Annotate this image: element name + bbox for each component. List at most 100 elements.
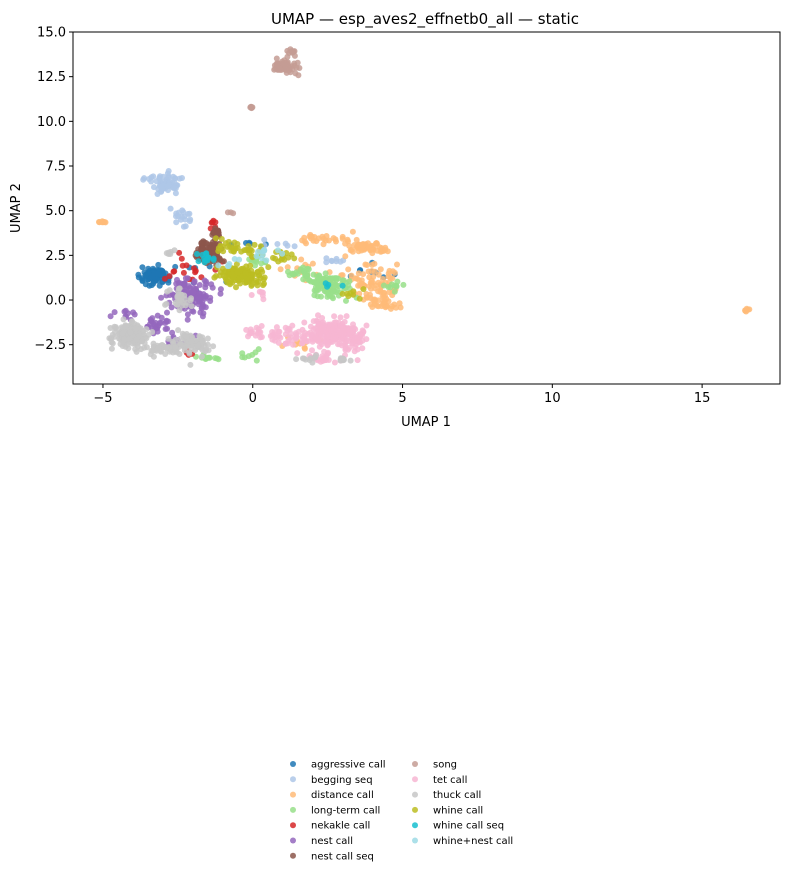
scatter-point xyxy=(148,347,155,354)
scatter-point xyxy=(355,270,362,277)
scatter-point xyxy=(389,275,396,282)
y-tick-label: 2.5 xyxy=(45,249,66,264)
scatter-point xyxy=(338,336,345,343)
scatter-point xyxy=(194,342,201,349)
scatter-point xyxy=(233,284,239,291)
scatter-point xyxy=(291,243,298,250)
scatter-point xyxy=(122,323,128,330)
scatter-point xyxy=(187,361,194,368)
y-tick-label: 7.5 xyxy=(45,160,66,175)
scatter-point xyxy=(269,336,276,343)
scatter-point xyxy=(259,251,266,258)
legend-item: whine+nest call xyxy=(412,836,513,847)
scatter-point xyxy=(234,241,241,247)
scatter-point xyxy=(342,253,349,260)
scatter-point xyxy=(163,344,170,351)
scatter-point xyxy=(359,281,366,288)
scatter-point xyxy=(170,268,177,275)
legend-label: thuck call xyxy=(433,790,481,801)
legend-label: song xyxy=(433,760,457,771)
scatter-point xyxy=(312,334,319,341)
scatter-point xyxy=(315,312,321,319)
scatter-point xyxy=(333,258,340,265)
legend-item: nest call seq xyxy=(290,851,374,862)
scatter-point xyxy=(176,249,183,256)
scatter-point xyxy=(291,62,298,69)
scatter-point xyxy=(167,205,174,212)
legend-marker xyxy=(412,791,418,798)
scatter-point xyxy=(132,325,139,332)
y-tick-label: 12.5 xyxy=(37,70,66,85)
scatter-point xyxy=(311,292,318,299)
scatter-point xyxy=(242,270,249,276)
y-tick-label: −2.5 xyxy=(34,338,66,353)
scatter-point xyxy=(180,269,187,276)
scatter-point xyxy=(174,293,181,300)
scatter-point xyxy=(174,301,181,308)
scatter-point xyxy=(158,267,165,274)
scatter-point xyxy=(195,258,202,265)
scatter-point xyxy=(212,235,219,242)
scatter-point xyxy=(322,280,329,287)
scatter-point xyxy=(196,282,203,288)
scatter-point xyxy=(265,264,272,271)
legend-item: aggressive call xyxy=(290,760,386,771)
scatter-point xyxy=(157,319,164,326)
scatter-point xyxy=(394,261,400,268)
scatter-point xyxy=(171,180,178,187)
scatter-point xyxy=(229,244,236,251)
scatter-point xyxy=(282,340,289,347)
scatter-point xyxy=(277,334,284,341)
scatter-point xyxy=(154,312,161,319)
scatter-point xyxy=(330,327,337,334)
scatter-point xyxy=(271,66,278,73)
scatter-point xyxy=(166,182,173,189)
scatter-point xyxy=(247,262,254,269)
legend-item: nest call xyxy=(290,836,353,847)
legend-label: nest call seq xyxy=(311,851,374,862)
scatter-point xyxy=(132,346,139,353)
scatter-point xyxy=(150,340,157,347)
scatter-point xyxy=(301,345,308,352)
scatter-point xyxy=(360,242,366,249)
scatter-points xyxy=(96,46,753,368)
scatter-point xyxy=(298,256,305,263)
scatter-point xyxy=(336,340,343,347)
scatter-point xyxy=(315,321,322,328)
scatter-point xyxy=(289,322,296,329)
scatter-point xyxy=(349,228,356,235)
scatter-point xyxy=(184,316,191,323)
scatter-point xyxy=(158,294,165,301)
scatter-point xyxy=(96,219,103,226)
scatter-point xyxy=(301,238,308,245)
scatter-point xyxy=(192,269,199,276)
scatter-point xyxy=(339,235,346,242)
scatter-point xyxy=(239,354,246,361)
scatter-point xyxy=(324,342,331,349)
y-axis-ticks: −2.5 0.0 2.5 5.0 7.5 10.0 12.5 15.0 xyxy=(34,26,73,353)
scatter-point xyxy=(122,307,129,314)
scatter-point xyxy=(227,209,234,216)
scatter-point xyxy=(343,297,349,304)
chart-title: UMAP — esp_aves2_effnetb0_all — static xyxy=(271,10,579,29)
scatter-point xyxy=(340,277,347,284)
scatter-point xyxy=(382,293,388,299)
scatter-point xyxy=(248,253,255,260)
scatter-point xyxy=(353,236,360,243)
scatter-point xyxy=(359,345,366,352)
series-11 xyxy=(194,250,346,290)
scatter-point xyxy=(205,254,212,261)
scatter-point xyxy=(143,335,150,342)
scatter-point xyxy=(261,274,268,281)
scatter-point xyxy=(255,346,262,353)
scatter-point xyxy=(210,245,217,252)
scatter-point xyxy=(261,236,268,243)
scatter-point xyxy=(181,280,188,287)
scatter-point xyxy=(289,337,296,344)
scatter-point xyxy=(344,338,351,345)
scatter-point xyxy=(140,176,147,183)
scatter-point xyxy=(312,354,319,361)
scatter-point xyxy=(294,350,301,357)
